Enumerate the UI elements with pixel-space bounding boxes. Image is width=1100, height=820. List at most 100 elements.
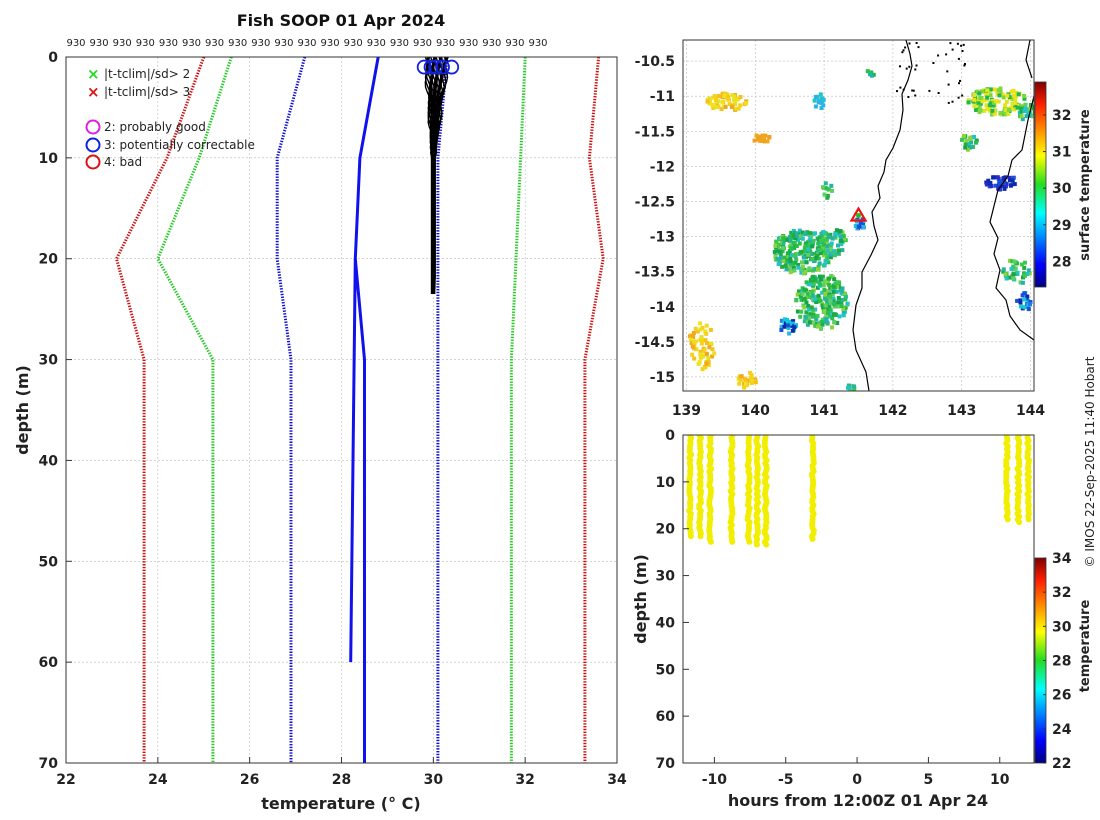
y-tick-label: -10.5 <box>635 54 675 70</box>
legend-item: × |t-tclim|/sd> 3 <box>87 83 190 101</box>
sst-pixel <box>787 331 792 336</box>
sst-pixel <box>749 376 753 381</box>
sst-pixel <box>996 176 1001 181</box>
y-tick-label: -12.5 <box>635 194 675 210</box>
sst-pixel <box>705 99 710 104</box>
sst-pixel <box>1011 175 1016 180</box>
sst-pixel <box>838 229 843 233</box>
sst-pixel <box>996 88 1001 93</box>
sst-pixel <box>823 303 828 308</box>
sst-pixel <box>703 329 708 334</box>
legend-label: 2: probably good <box>104 120 206 134</box>
sst-pixel <box>748 370 753 375</box>
sst-pixel <box>698 352 703 357</box>
sst-pixel <box>791 266 796 271</box>
sst-pixel <box>963 142 968 147</box>
legend-label: 4: bad <box>104 155 142 169</box>
sst-pixel <box>791 241 796 245</box>
red-circle-icon <box>85 154 101 170</box>
sst-pixel <box>1004 181 1009 186</box>
sst-pixel <box>788 256 793 261</box>
x-tick-label: 142 <box>878 403 907 419</box>
sst-pixel <box>703 338 708 343</box>
sst-pixel <box>1026 111 1031 116</box>
sst-pixel <box>841 307 846 311</box>
sst-pixel <box>774 239 779 244</box>
sst-pixel <box>767 135 772 139</box>
x-tick-label: 30 <box>424 772 444 788</box>
sst-pixel <box>1000 183 1005 188</box>
sst-pixel <box>789 243 794 248</box>
sst-pixel <box>813 297 817 302</box>
x-tick-label: 140 <box>741 403 770 419</box>
sst-pixel <box>819 231 824 236</box>
sst-pixel <box>1002 176 1007 180</box>
sst-pixel <box>825 307 830 312</box>
sst-pixel <box>779 324 784 329</box>
sst-pixel <box>811 282 816 287</box>
sst-pixel <box>792 253 797 258</box>
sst-pixel <box>824 241 829 246</box>
sst-pixel <box>699 335 704 340</box>
sst-pixel <box>692 356 697 361</box>
sst-pixel <box>1011 272 1016 277</box>
sst-pixel <box>822 262 827 267</box>
top-tick-label: 930 <box>66 38 85 49</box>
sst-pixel <box>818 282 823 287</box>
sst-pixel <box>810 241 815 246</box>
sst-pixel <box>1010 178 1015 183</box>
y-tick-label: 40 <box>39 453 59 469</box>
sst-pixel <box>704 361 709 366</box>
top-tick-label: 930 <box>390 38 409 49</box>
sst-pixel <box>828 307 833 312</box>
sst-pixel <box>781 259 786 263</box>
cast-point <box>809 536 816 543</box>
sst-pixel <box>694 339 699 344</box>
x-tick-label: 34 <box>607 772 627 788</box>
sst-pixel <box>791 263 796 268</box>
sst-pixel <box>997 179 1002 184</box>
sst-pixel <box>996 99 1001 104</box>
sst-pixel <box>822 309 827 314</box>
sst-pixel <box>779 328 784 332</box>
sst-pixel <box>1007 175 1012 180</box>
island-dot <box>956 42 959 45</box>
sst-pixel <box>795 292 800 297</box>
sst-pixel <box>823 251 828 256</box>
axis-ticks: 22 24 26 28 30 32 34 0 10 20 30 40 50 60 70 <box>39 50 627 788</box>
sst-pixel <box>720 100 725 105</box>
y-tick-label: 20 <box>656 522 676 538</box>
sst-pixel <box>843 297 848 302</box>
sst-pixel <box>802 271 807 276</box>
sst-pixel <box>727 102 732 107</box>
sst-pixel <box>805 319 810 324</box>
sst-pixel <box>814 95 818 100</box>
sst-pixel <box>792 268 797 273</box>
x-tick-label: 28 <box>332 772 351 788</box>
sst-pixels <box>687 69 1034 391</box>
sst-pixel <box>742 385 747 390</box>
cast-point <box>1025 516 1032 523</box>
sst-pixel <box>819 238 824 243</box>
sst-pixel <box>830 325 834 330</box>
y-tick-label: -15 <box>650 370 675 386</box>
sst-pixel <box>765 139 770 144</box>
x-tick-label: 0 <box>852 772 862 788</box>
sst-pixel <box>702 364 707 369</box>
sst-pixel <box>837 314 842 319</box>
sst-pixel <box>1023 104 1028 109</box>
sst-pixel <box>763 133 768 138</box>
y-tick-label: -13.5 <box>635 265 675 281</box>
sst-pixel <box>803 315 808 320</box>
sst-pixel <box>1001 95 1006 100</box>
sst-pixel <box>982 108 986 113</box>
sst-pixel <box>865 69 870 74</box>
sst-pixel <box>712 103 717 108</box>
cast-point <box>746 538 753 545</box>
sst-pixel <box>782 255 787 260</box>
sst-pixel <box>997 93 1002 98</box>
sst-pixel <box>738 377 743 382</box>
sst-pixel <box>708 327 713 332</box>
sst-pixel <box>778 252 783 257</box>
sst-pixel <box>802 246 807 250</box>
